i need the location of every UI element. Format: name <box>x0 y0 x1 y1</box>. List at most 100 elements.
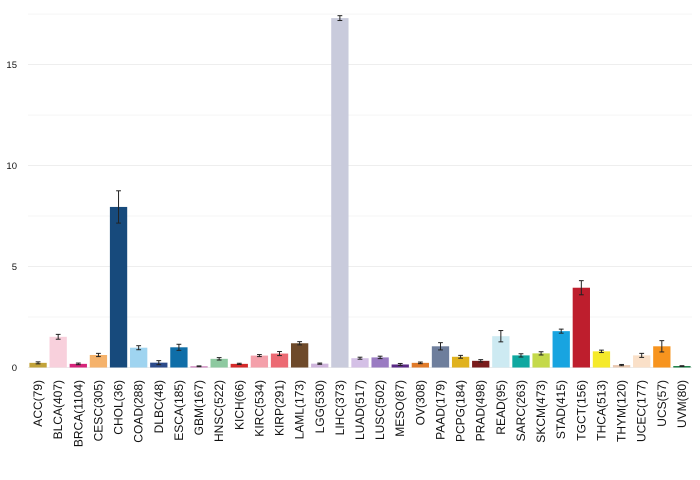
error-bar <box>236 362 242 365</box>
error-bar <box>438 342 443 351</box>
y-tick-label: 10 <box>6 161 17 172</box>
bar <box>391 364 409 368</box>
bar <box>331 18 349 368</box>
x-tick-label: UCS(57) <box>655 380 669 427</box>
x-tick-label: SARC(263) <box>514 380 528 441</box>
x-tick-label: KIRP(291) <box>273 380 287 436</box>
x-tick-label: SKCM(473) <box>534 380 548 443</box>
x-tick-label: DLBC(48) <box>152 380 166 433</box>
bar <box>250 355 269 368</box>
error-bar <box>297 341 303 346</box>
x-tick-label: LUAD(517) <box>353 380 367 440</box>
x-tick-label: UCEC(177) <box>635 380 649 442</box>
x-axis: ACC(79) BLCA(407) BRCA(1104) CESC(305) CHOL(… <box>31 380 689 447</box>
bar <box>109 206 128 368</box>
error-bar <box>558 328 564 334</box>
error-bar <box>196 365 202 368</box>
x-tick-label: OV(308) <box>413 380 427 425</box>
x-tick-label: KIRC(534) <box>252 380 266 437</box>
bar <box>411 362 430 368</box>
bar <box>210 358 228 368</box>
error-bar <box>116 190 121 224</box>
error-bar <box>397 362 403 366</box>
x-tick-label: LUSC(502) <box>373 380 387 440</box>
x-tick-label: LIHC(373) <box>333 380 347 435</box>
x-tick-label: THYM(120) <box>615 380 629 442</box>
x-tick-label: READ(95) <box>494 380 508 435</box>
error-bar <box>679 365 685 367</box>
bar <box>29 362 47 368</box>
error-bar <box>337 15 343 22</box>
x-tick-label: ESCA(185) <box>172 380 186 441</box>
error-bar <box>639 352 645 358</box>
x-tick-label: CHOL(36) <box>112 380 126 435</box>
x-tick-label: STAD(415) <box>554 380 568 439</box>
x-tick-label: TGCT(156) <box>574 380 588 441</box>
bar <box>49 336 67 368</box>
grid <box>28 13 692 368</box>
bar <box>592 351 611 368</box>
bar <box>130 347 148 368</box>
x-tick-label: BLCA(407) <box>51 380 65 439</box>
bar <box>612 365 631 368</box>
bars <box>29 18 691 368</box>
error-bar <box>136 345 142 351</box>
bar <box>431 346 450 368</box>
error-bar <box>256 354 262 358</box>
bar <box>572 287 590 368</box>
error-bar <box>458 354 464 359</box>
x-tick-label: CESC(305) <box>91 380 105 441</box>
error-bar <box>176 343 182 351</box>
x-tick-label: PRAD(498) <box>474 380 488 441</box>
error-bar <box>156 360 162 366</box>
x-tick-label: LGG(530) <box>313 380 327 433</box>
x-tick-label: THCA(513) <box>594 380 608 441</box>
bar <box>270 353 289 368</box>
error-bar <box>75 362 81 366</box>
y-axis: 0 5 10 15 <box>6 60 17 374</box>
error-bar <box>35 361 41 365</box>
bar <box>492 336 510 368</box>
bar <box>89 354 108 368</box>
x-tick-label: COAD(288) <box>132 380 146 443</box>
error-bar <box>578 280 584 296</box>
error-bar <box>216 357 222 361</box>
error-bar <box>659 340 665 353</box>
x-tick-label: ACC(79) <box>31 380 45 427</box>
x-tick-label: LAML(173) <box>293 380 307 439</box>
error-bar <box>599 349 604 354</box>
y-tick-label: 0 <box>12 363 17 374</box>
error-bar <box>619 363 624 367</box>
error-bar <box>518 353 524 358</box>
x-tick-label: PCPG(184) <box>454 380 468 442</box>
error-bar <box>55 333 61 340</box>
x-tick-label: KICH(66) <box>232 380 246 430</box>
error-bar <box>357 356 363 360</box>
bar <box>552 331 570 368</box>
bar <box>371 357 389 368</box>
bar <box>532 353 550 368</box>
x-tick-label: PAAD(179) <box>433 380 447 440</box>
bar <box>230 363 248 368</box>
error-bar <box>96 352 101 358</box>
bar <box>69 363 87 368</box>
bar <box>653 346 671 368</box>
bar <box>633 355 651 368</box>
error-bar <box>498 330 504 343</box>
error-bar <box>417 361 423 365</box>
bar <box>451 356 470 368</box>
error-bar <box>538 351 544 356</box>
bar <box>311 363 329 368</box>
bar <box>170 347 188 368</box>
bar <box>351 358 369 368</box>
error-bar <box>377 355 383 360</box>
y-tick-label: 15 <box>6 60 17 71</box>
x-tick-label: MESO(87) <box>393 380 407 437</box>
error-bars <box>35 15 685 368</box>
error-bar <box>277 351 282 357</box>
bar <box>512 355 530 368</box>
error-bar <box>478 359 484 363</box>
x-tick-label: HNSC(522) <box>212 380 226 442</box>
